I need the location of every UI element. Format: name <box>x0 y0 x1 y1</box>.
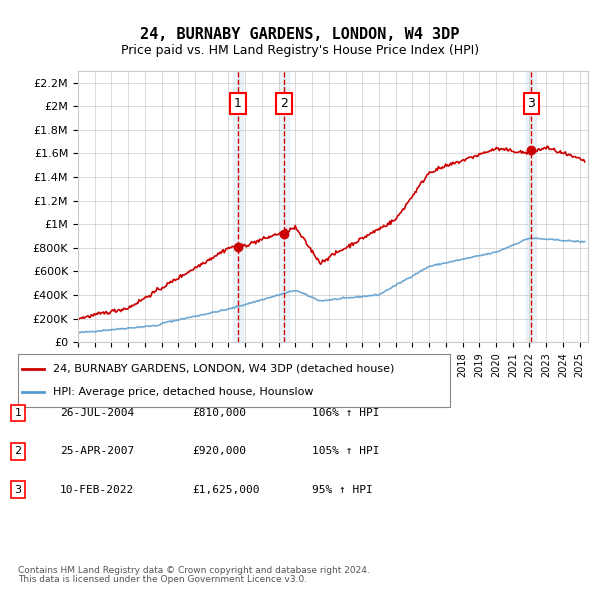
Text: This data is licensed under the Open Government Licence v3.0.: This data is licensed under the Open Gov… <box>18 575 307 584</box>
Text: 24, BURNABY GARDENS, LONDON, W4 3DP (detached house): 24, BURNABY GARDENS, LONDON, W4 3DP (det… <box>53 364 394 374</box>
Text: HPI: Average price, detached house, Hounslow: HPI: Average price, detached house, Houn… <box>53 387 313 397</box>
Text: £920,000: £920,000 <box>192 447 246 456</box>
Text: 105% ↑ HPI: 105% ↑ HPI <box>312 447 380 456</box>
Text: 1: 1 <box>234 97 242 110</box>
Bar <box>279 71 289 342</box>
Bar <box>233 71 243 342</box>
Text: 25-APR-2007: 25-APR-2007 <box>60 447 134 456</box>
Text: 106% ↑ HPI: 106% ↑ HPI <box>312 408 380 418</box>
Text: 1: 1 <box>14 408 22 418</box>
Text: £1,625,000: £1,625,000 <box>192 485 260 494</box>
Bar <box>526 71 536 342</box>
Text: 24, BURNABY GARDENS, LONDON, W4 3DP: 24, BURNABY GARDENS, LONDON, W4 3DP <box>140 27 460 41</box>
Text: 2: 2 <box>280 97 288 110</box>
Text: Price paid vs. HM Land Registry's House Price Index (HPI): Price paid vs. HM Land Registry's House … <box>121 44 479 57</box>
Text: Contains HM Land Registry data © Crown copyright and database right 2024.: Contains HM Land Registry data © Crown c… <box>18 566 370 575</box>
Text: 10-FEB-2022: 10-FEB-2022 <box>60 485 134 494</box>
Text: 95% ↑ HPI: 95% ↑ HPI <box>312 485 373 494</box>
Text: 2: 2 <box>14 447 22 456</box>
Text: £810,000: £810,000 <box>192 408 246 418</box>
Text: 26-JUL-2004: 26-JUL-2004 <box>60 408 134 418</box>
Text: 3: 3 <box>14 485 22 494</box>
Text: 3: 3 <box>527 97 535 110</box>
